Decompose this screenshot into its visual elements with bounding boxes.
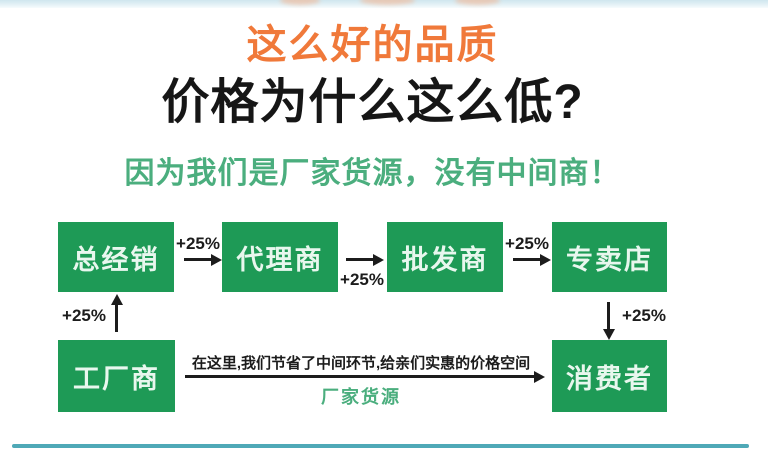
right-arrow-icon: [184, 258, 212, 261]
factory-box: 工厂商: [58, 340, 175, 412]
stage-box-agent: 代理商: [222, 222, 338, 292]
bottom-divider: [12, 444, 749, 448]
right-arrow-icon: [346, 258, 374, 261]
factory-source-label: 厂家货源: [321, 387, 401, 407]
right-arrow-icon: [513, 258, 541, 261]
stage-box-wholesaler: 批发商: [387, 222, 503, 292]
top-decoration-strip: [0, 0, 768, 8]
down-arrow-icon: [607, 302, 610, 330]
increment-label-consumer: +25%: [622, 306, 666, 325]
headline-reason: 因为我们是厂家货源，没有中间商！: [124, 157, 621, 190]
headline-quality: 这么好的品质: [246, 23, 499, 67]
consumer-box: 消费者: [552, 340, 667, 412]
savings-note: 在这里,我们节省了中间环节,给亲们实惠的价格空间: [191, 355, 531, 372]
stage-box-general-distributor: 总经销: [58, 222, 174, 292]
decoration-blob: [280, 0, 320, 5]
increment-label-1: +25%: [176, 234, 220, 253]
decoration-blob: [360, 0, 415, 5]
headline-price-question: 价格为什么这么低?: [161, 76, 584, 129]
decoration-blob: [455, 0, 500, 5]
stage-box-retail-store: 专卖店: [552, 222, 667, 292]
increment-label-factory: +25%: [62, 306, 106, 325]
factory-to-consumer-arrow: [185, 375, 535, 378]
increment-label-3: +25%: [505, 234, 549, 253]
increment-label-2: +25%: [340, 270, 384, 289]
up-arrow-icon: [115, 304, 118, 332]
